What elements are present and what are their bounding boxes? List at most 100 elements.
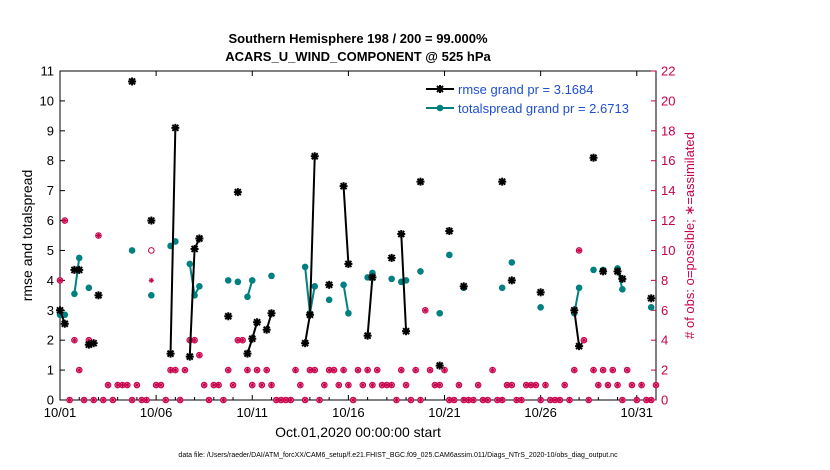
spread-point [388, 275, 395, 283]
spread-point [590, 266, 597, 274]
legend-rmse-marker [436, 85, 444, 93]
obs-assimilated-marker [557, 397, 563, 403]
obs-possible-marker [191, 336, 198, 344]
rmse-point [618, 274, 627, 283]
left-axis-ticks: 0 1 2 3 4 5 6 7 8 9 10 11 [40, 64, 65, 408]
rmse-point [498, 177, 507, 186]
rmse-point [243, 349, 252, 358]
obs-assimilated-marker [605, 382, 611, 388]
obs-possible-marker [248, 381, 256, 389]
rmse-point [166, 349, 175, 358]
obs-assimilated-marker [110, 397, 116, 403]
obs-assimilated-marker [389, 382, 395, 388]
obs-possible-marker [556, 396, 564, 404]
spread-line-segment [73, 257, 81, 294]
obs-assimilated-marker [533, 382, 539, 388]
obs-assimilated-marker [206, 397, 212, 403]
obs-assimilated-marker [489, 367, 496, 373]
obs-possible-marker [220, 396, 227, 404]
obs-possible-marker [287, 396, 295, 404]
obs-possible-marker [489, 366, 496, 374]
rmse-point [435, 361, 444, 370]
obs-assimilated-marker [369, 382, 376, 388]
rmse-point [128, 77, 137, 86]
obs-assimilated-marker [244, 367, 251, 373]
obs-assimilated-marker [163, 397, 169, 403]
spread-point [345, 309, 352, 317]
obs-assimilated-marker [273, 397, 279, 403]
obs-assimilated-marker [614, 382, 621, 388]
obs-assimilated-marker [240, 337, 246, 343]
right-tick-label: 2 [661, 363, 668, 378]
obs-possible-marker [542, 381, 549, 389]
obs-assimilated-marker [403, 382, 409, 388]
rmse-line-segment [342, 186, 350, 264]
rmse-point [224, 312, 233, 321]
obs-assimilated-marker [398, 367, 404, 373]
obs-assimilated-marker [634, 397, 640, 403]
obs-possible-marker [575, 247, 583, 254]
obs-possible-marker [580, 336, 588, 344]
obs-assimilated-marker [134, 382, 140, 388]
obs-assimilated-marker [62, 217, 68, 224]
obs-assimilated-marker [374, 367, 380, 373]
obs-possible-marker [421, 306, 429, 314]
obs-possible-marker [426, 366, 434, 374]
obs-possible-marker [311, 366, 319, 374]
obs-possible-marker [614, 381, 621, 389]
obs-possible-marker [253, 366, 261, 374]
x-tick-label: 10/06 [140, 405, 173, 420]
chart-title: Southern Hemisphere 198 / 200 = 99.000% [228, 31, 487, 46]
obs-assimilated-marker [427, 367, 433, 373]
obs-possible-marker [388, 381, 395, 389]
spread-point [647, 303, 655, 311]
plot-frame [59, 70, 657, 401]
rmse-point [233, 188, 242, 197]
obs-possible-marker [71, 336, 78, 344]
left-tick-label: 1 [47, 363, 54, 378]
rmse-point [570, 306, 579, 315]
obs-possible-marker [133, 381, 141, 389]
obs-possible-marker [128, 396, 136, 404]
rmse-point [344, 259, 353, 268]
obs-assimilated-marker [81, 397, 87, 403]
left-tick-label: 10 [40, 93, 54, 108]
obs-possible-marker [532, 381, 540, 389]
obs-possible-marker [162, 396, 170, 404]
obs-possible-marker [518, 396, 525, 404]
obs-assimilated-marker [595, 382, 601, 388]
obs-assimilated-marker [95, 232, 102, 239]
obs-possible-marker [349, 396, 357, 404]
obs-assimilated-marker [528, 382, 534, 388]
rmse-point [253, 318, 262, 327]
obs-possible-marker [561, 381, 568, 389]
obs-assimilated-marker [57, 277, 63, 283]
obs-possible-marker [508, 381, 516, 389]
spread-point [508, 259, 516, 266]
obs-possible-marker [570, 366, 578, 374]
obs-count-markers [56, 217, 660, 404]
obs-possible-marker [498, 396, 506, 404]
rmse-point [171, 123, 180, 132]
obs-possible-marker [647, 396, 655, 404]
obs-possible-marker [373, 366, 381, 374]
rmse-point [613, 267, 622, 276]
obs-possible-marker [628, 381, 636, 389]
spread-point [148, 292, 155, 299]
obs-assimilated-marker [566, 397, 573, 403]
spread-point [128, 247, 136, 254]
obs-possible-marker [258, 381, 266, 389]
rmse-point [56, 306, 64, 315]
obs-possible-marker [143, 396, 150, 404]
obs-assimilated-marker [340, 367, 347, 373]
rmse-point [397, 230, 406, 239]
left-tick-label: 7 [47, 183, 54, 198]
rmse-point [368, 273, 377, 282]
obs-possible-marker [316, 396, 323, 404]
rmse-point [339, 182, 348, 191]
left-tick-label: 2 [47, 333, 54, 348]
obs-assimilated-marker [158, 382, 164, 388]
obs-assimilated-marker [201, 382, 207, 388]
obs-possible-marker [364, 366, 371, 374]
